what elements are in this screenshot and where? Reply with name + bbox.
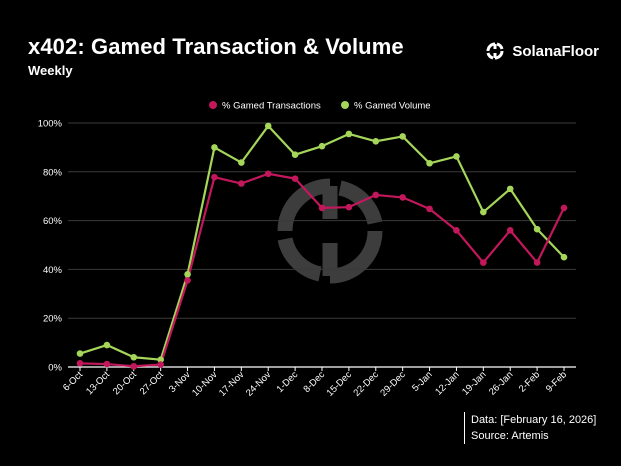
watermark-arc <box>338 180 383 225</box>
solanafloor-logo-icon <box>486 42 504 60</box>
x-tick-label: 6-Oct <box>61 369 85 393</box>
data-point <box>480 208 487 216</box>
data-point <box>399 194 406 201</box>
y-axis-ticks: 0% 20% 40% 60% 80% 100% <box>38 119 63 374</box>
y-tick-label: 0% <box>48 363 62 374</box>
chart-subtitle: Weekly <box>28 63 73 78</box>
data-point <box>157 361 164 368</box>
data-point <box>264 122 272 130</box>
data-point <box>506 227 514 234</box>
data-point <box>426 205 433 213</box>
x-tick-label: 13-Oct <box>84 369 112 397</box>
data-point <box>560 253 568 261</box>
legend-label: % Gamed Transactions <box>222 101 321 112</box>
y-tick-label: 20% <box>43 314 63 325</box>
series-line <box>79 124 565 361</box>
x-tick-label: 17-Nov <box>217 369 247 399</box>
chart-grid <box>68 122 576 368</box>
data-date-note: Data: [February 16, 2026] <box>471 414 597 426</box>
y-tick-label: 60% <box>43 216 63 227</box>
x-tick-label: 29-Dec <box>378 369 408 399</box>
data-point <box>291 151 299 159</box>
source-note: Source: Artemis <box>471 430 549 442</box>
data-point <box>372 191 380 199</box>
data-point <box>103 360 111 368</box>
x-tick-label: 12-Jan <box>433 369 461 397</box>
y-tick-label: 100% <box>38 119 63 130</box>
legend-label: % Gamed Volume <box>354 101 431 112</box>
data-point <box>372 138 380 145</box>
x-tick-label: 27-Oct <box>138 369 166 397</box>
watermark-logo-icon <box>277 178 383 284</box>
series-line <box>79 172 565 368</box>
data-point <box>157 356 164 363</box>
x-tick-label: 9-Feb <box>544 369 569 394</box>
x-tick-label: 20-Oct <box>111 369 139 397</box>
data-point <box>238 180 245 187</box>
data-point <box>533 259 541 266</box>
data-point <box>291 175 299 182</box>
brand-logo: SolanaFloor <box>484 40 599 62</box>
data-point <box>345 203 353 211</box>
data-point <box>318 142 326 150</box>
data-point <box>345 130 353 138</box>
data-point <box>264 170 272 178</box>
y-tick-label: 80% <box>43 167 63 178</box>
x-tick-label: 5-Jan <box>410 369 435 394</box>
x-tick-label: 10-Nov <box>190 369 220 399</box>
data-point <box>76 350 84 357</box>
data-point <box>211 173 218 181</box>
chart-title: x402: Gamed Transaction & Volume <box>28 34 404 59</box>
data-point <box>480 259 487 266</box>
data-point <box>399 133 406 140</box>
data-point <box>103 341 111 349</box>
data-point <box>533 225 541 233</box>
x-tick-label: 15-Dec <box>325 369 355 399</box>
chart-series <box>76 122 568 370</box>
data-point <box>318 204 326 212</box>
legend-marker <box>209 101 217 109</box>
data-point <box>130 362 138 370</box>
data-point <box>238 159 245 166</box>
data-point <box>453 153 460 160</box>
data-point <box>453 227 460 234</box>
legend-marker <box>341 101 349 109</box>
data-point <box>211 144 218 151</box>
x-tick-label: 2-Feb <box>517 369 542 394</box>
chart-footer: Data: [February 16, 2026] Source: Artemi… <box>464 412 596 444</box>
x-tick-label: 26-Jan <box>487 369 515 397</box>
watermark-arc <box>277 178 331 232</box>
watermark-arc <box>277 237 322 282</box>
y-tick-label: 40% <box>43 265 63 276</box>
data-point <box>506 185 514 193</box>
data-point <box>560 204 568 212</box>
brand-name: SolanaFloor <box>512 42 599 60</box>
chart-legend: % Gamed Transactions % Gamed Volume <box>209 101 431 112</box>
x-tick-label: 22-Dec <box>351 369 381 399</box>
data-point <box>130 353 138 361</box>
watermark-arc <box>329 230 383 284</box>
x-tick-label: 24-Nov <box>244 369 274 399</box>
data-point <box>184 270 191 278</box>
x-tick-label: 19-Jan <box>460 369 488 397</box>
x-tick-label: 1-Dec <box>275 369 301 395</box>
data-point <box>76 360 84 367</box>
data-point <box>184 277 191 284</box>
data-point <box>426 159 433 167</box>
